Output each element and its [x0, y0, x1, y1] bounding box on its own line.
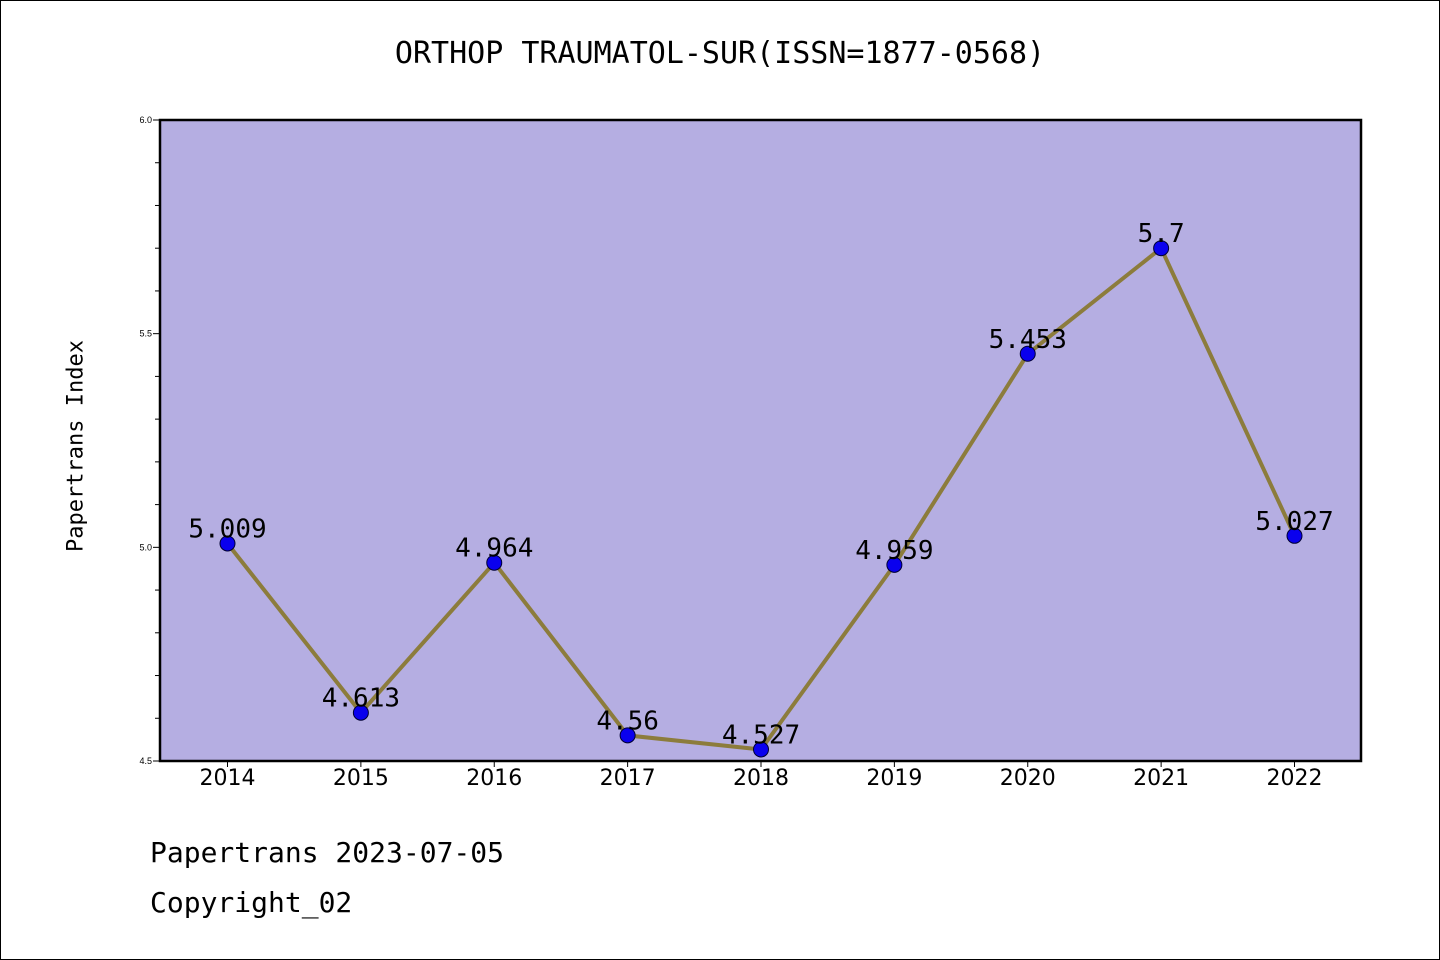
data-label: 4.613 [322, 684, 400, 714]
data-label: 4.527 [722, 720, 800, 750]
data-point [619, 727, 636, 744]
data-point [1019, 345, 1036, 362]
data-point [219, 535, 236, 552]
x-tick-label: 2021 [1133, 766, 1189, 791]
data-point [1286, 527, 1303, 544]
y-tick-label: 6.0 [139, 115, 152, 125]
y-axis-ticks: 4.5 5.0 5.5 6.0 [139, 115, 160, 766]
data-label: 5.009 [188, 514, 266, 544]
data-point [886, 556, 903, 573]
x-tick-label: 2019 [866, 766, 922, 791]
y-tick-label: 5.5 [139, 329, 152, 339]
x-tick-label: 2018 [733, 766, 789, 791]
x-tick-label: 2022 [1267, 766, 1323, 791]
footer-copyright: Copyright_02 [150, 886, 353, 919]
x-tick-label: 2020 [1000, 766, 1056, 791]
data-label: 5.7 [1138, 219, 1185, 249]
data-point [486, 554, 503, 571]
y-tick-label: 5.0 [139, 542, 152, 552]
y-tick-label: 4.5 [139, 756, 152, 766]
x-tick-label: 2014 [200, 766, 256, 791]
data-points [219, 240, 1303, 758]
x-tick-label: 2017 [600, 766, 656, 791]
data-point [753, 741, 769, 758]
chart-title: ORTHOP TRAUMATOL-SUR(ISSN=1877-0568) [394, 36, 1046, 71]
data-point [1153, 240, 1170, 257]
data-label: 4.964 [455, 534, 533, 564]
data-label: 5.453 [989, 325, 1067, 355]
x-tick-label: 2016 [466, 766, 522, 791]
x-tick-label: 2015 [333, 766, 389, 791]
data-label: 4.56 [596, 706, 659, 736]
data-labels: 5.009 4.613 4.964 4.56 4.527 4.959 5.453 5.7 5.0… [188, 219, 1333, 750]
data-point [352, 704, 369, 721]
plot-area [160, 120, 1361, 761]
plot-border [158, 118, 1363, 763]
x-axis-ticks: 2014 2015 2016 2017 2018 2019 2020 2021 2022 [200, 761, 1323, 791]
data-label: 4.959 [855, 536, 933, 566]
footer-date: Papertrans 2023-07-05 [150, 836, 505, 869]
data-label: 5.027 [1255, 507, 1333, 537]
